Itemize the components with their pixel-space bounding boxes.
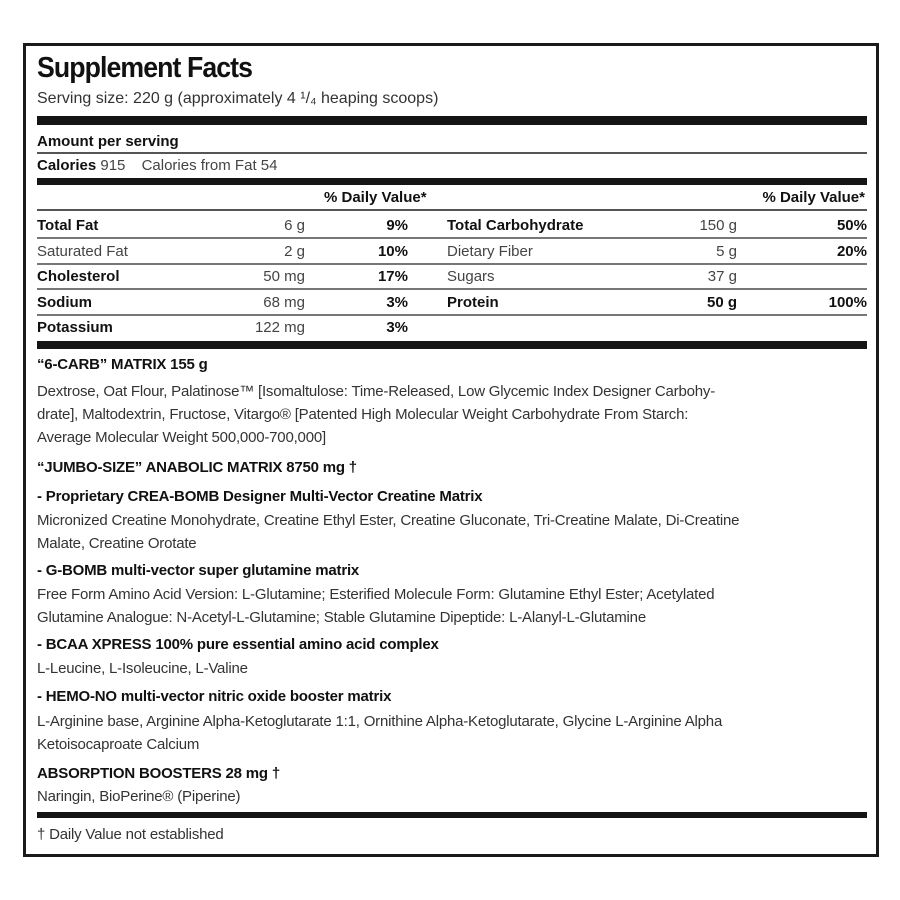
nutrient-amount: 2 g [284, 242, 305, 260]
ingredient-heading: - HEMO-NO multi-vector nitric oxide boos… [37, 688, 392, 705]
nutrient-dv: 50% [836, 217, 867, 234]
calories-value: 915 [100, 157, 126, 174]
nutrient-amount: 122 mg [254, 319, 305, 337]
divider-thick [37, 812, 867, 818]
nutrient-amount: 37 g [707, 268, 737, 286]
nutrient-name: Total Carbohydrate [447, 217, 584, 234]
calories-line: Calories 915 Calories from Fat 54 [37, 157, 277, 174]
nutrient-amount: 150 g [699, 217, 737, 234]
serving-size: Serving size: 220 g (approximately 4 ¹/₄… [37, 90, 439, 107]
divider [37, 313, 867, 316]
ingredient-text: Ketoisocaproate Calcium [37, 736, 200, 753]
ingredient-heading: - BCAA XPRESS 100% pure essential amino … [37, 636, 439, 653]
nutrient-name: Potassium [37, 319, 113, 337]
nutrient-name: Total Fat [37, 217, 99, 234]
divider-thick [37, 341, 867, 349]
calories-label: Calories [37, 157, 97, 174]
nutrient-dv: 9% [386, 217, 408, 234]
ingredient-text: Glutamine Analogue: N-Acetyl-L-Glutamine… [37, 609, 646, 626]
ingredient-text: L-Arginine base, Arginine Alpha-Ketoglut… [37, 713, 723, 730]
ingredient-heading: “6-CARB” MATRIX 155 g [37, 356, 208, 373]
nutrient-row: Sodium 68 mg 3% Protein 50 g 100% [37, 290, 867, 315]
nutrient-amount: 6 g [284, 217, 305, 234]
ingredient-text: drate], Maltodextrin, Fructose, Vitargo®… [37, 406, 689, 423]
ingredient-text: Malate, Creatine Orotate [37, 535, 197, 552]
nutrient-row: Total Fat 6 g 9% Total Carbohydrate 150 … [37, 213, 867, 238]
ingredient-text: L-Leucine, L-Isoleucine, L-Valine [37, 660, 248, 677]
dv-header-right: % Daily Value* [762, 189, 865, 206]
nutrient-dv: 3% [386, 293, 408, 311]
ingredient-text: Micronized Creatine Monohydrate, Creatin… [37, 512, 740, 529]
ingredient-text: Dextrose, Oat Flour, Palatinose™ [Isomal… [37, 383, 715, 400]
nutrient-amount: 68 mg [263, 293, 305, 311]
nutrient-row: Cholesterol 50 mg 17% Sugars 37 g [37, 264, 867, 289]
ingredient-heading: “JUMBO-SIZE” ANABOLIC MATRIX 8750 mg † [37, 459, 357, 476]
ingredient-text: Average Molecular Weight 500,000-700,000… [37, 429, 326, 446]
nutrient-amount: 50 mg [263, 268, 305, 286]
divider [37, 262, 867, 265]
label-title: Supplement Facts [37, 52, 253, 84]
divider [37, 209, 867, 211]
nutrient-name: Dietary Fiber [447, 242, 533, 260]
nutrient-dv: 17% [377, 268, 408, 286]
nutrient-name: Sugars [447, 268, 495, 286]
ingredient-heading: - Proprietary CREA-BOMB Designer Multi-V… [37, 488, 483, 505]
calories-from-fat: Calories from Fat 54 [141, 157, 278, 174]
dv-header-left: % Daily Value* [324, 189, 427, 206]
nutrient-amount: 50 g [706, 293, 737, 311]
nutrient-dv: 20% [836, 242, 867, 260]
footnote: † Daily Value not established [37, 826, 224, 843]
nutrient-amount: 5 g [716, 242, 737, 260]
ingredient-text: Free Form Amino Acid Version: L-Glutamin… [37, 586, 715, 603]
nutrient-dv: 3% [386, 319, 408, 337]
ingredient-text: Naringin, BioPerine® (Piperine) [37, 788, 241, 805]
nutrient-row: Saturated Fat 2 g 10% Dietary Fiber 5 g … [37, 239, 867, 264]
divider-thick [37, 116, 867, 125]
divider [37, 152, 867, 154]
nutrient-name: Sodium [37, 293, 92, 311]
divider [37, 237, 867, 239]
divider [37, 288, 867, 291]
nutrient-name: Cholesterol [37, 268, 120, 286]
divider-thick [37, 178, 867, 185]
nutrient-row: Potassium 122 mg 3% [37, 315, 867, 340]
ingredient-heading: ABSORPTION BOOSTERS 28 mg † [37, 765, 280, 782]
nutrient-dv: 100% [828, 293, 867, 311]
supplement-facts-label: Supplement Facts Serving size: 220 g (ap… [23, 43, 879, 857]
nutrient-dv: 10% [377, 242, 408, 260]
nutrient-name: Protein [447, 293, 499, 311]
nutrient-name: Saturated Fat [37, 242, 128, 260]
ingredient-heading: - G-BOMB multi-vector super glutamine ma… [37, 562, 360, 579]
amount-per-serving: Amount per serving [37, 133, 179, 150]
